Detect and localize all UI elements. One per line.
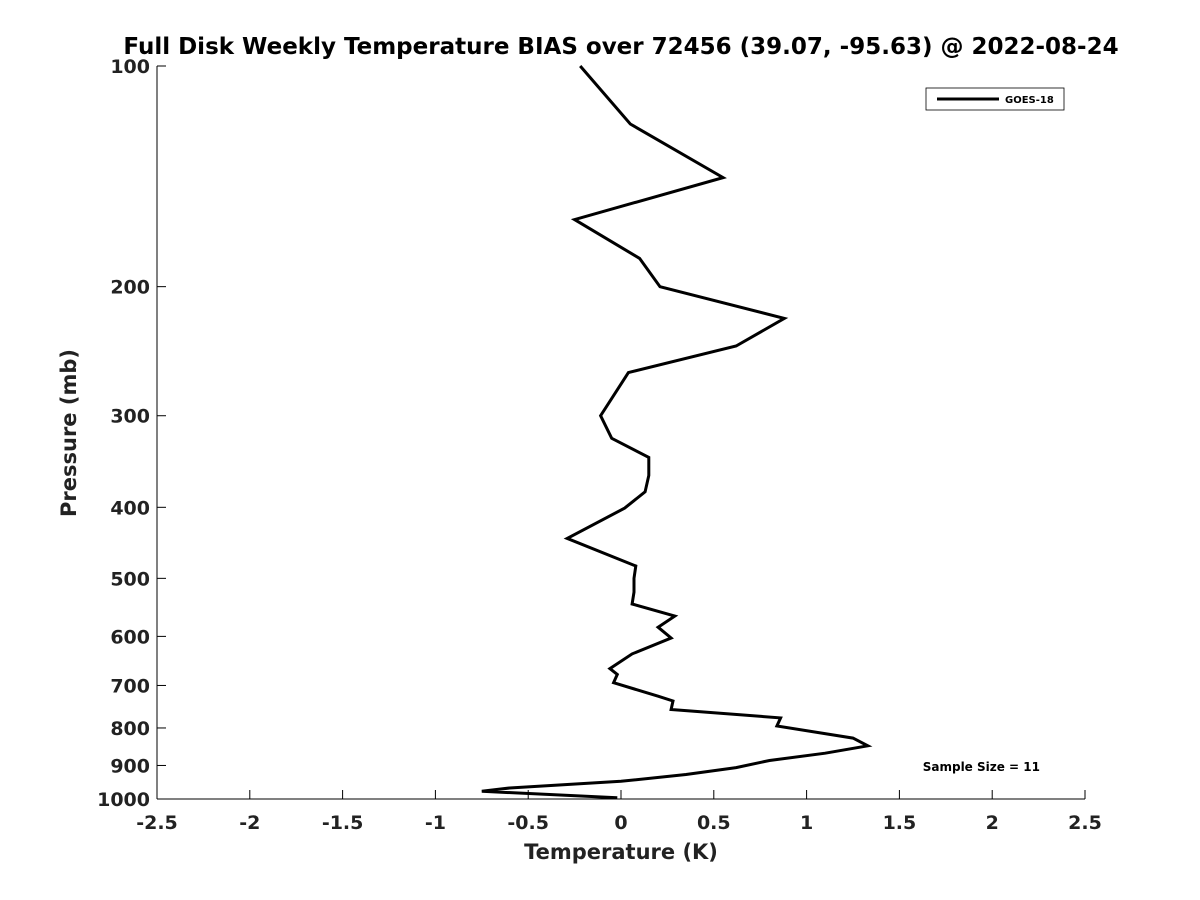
y-tick-label: 200 [110, 277, 150, 299]
x-tick-label: 2 [986, 812, 999, 834]
y-tick-label: 100 [110, 56, 150, 78]
x-tick-label: -2.5 [136, 812, 178, 834]
x-tick-label: 1.5 [883, 812, 917, 834]
x-axis-ticks: -2.5 -2 -1.5 -1 -0.5 0 0.5 1 1.5 2 2.5 [136, 790, 1102, 834]
x-tick-label: 2.5 [1068, 812, 1102, 834]
y-tick-label: 900 [110, 755, 150, 777]
legend-label: GOES-18 [1005, 95, 1054, 106]
y-tick-label: 800 [110, 718, 150, 740]
x-tick-label: 1 [800, 812, 813, 834]
y-tick-label: 1000 [97, 789, 150, 811]
legend: GOES-18 [925, 87, 1065, 111]
y-tick-label: 700 [110, 675, 150, 697]
y-tick-label: 600 [110, 626, 150, 648]
y-tick-label: 500 [110, 568, 150, 590]
x-tick-label: -1 [425, 812, 446, 834]
plot-area: -2.5 -2 -1.5 -1 -0.5 0 0.5 1 1.5 2 2.5 100 200 300 40… [97, 56, 1102, 834]
y-axis-label: Pressure (mb) [57, 349, 81, 517]
sample-size-annotation: Sample Size = 11 [923, 760, 1040, 774]
x-tick-label: -2 [239, 812, 260, 834]
x-tick-label: -1.5 [322, 812, 364, 834]
x-axis-label: Temperature (K) [524, 840, 718, 864]
y-axis-ticks: 100 200 300 400 500 600 700 800 900 1000 [97, 56, 166, 811]
series-line-goes-18 [481, 65, 873, 800]
series-layer [481, 65, 873, 800]
x-tick-label: 0.5 [697, 812, 731, 834]
chart-title: Full Disk Weekly Temperature BIAS over 7… [123, 34, 1118, 60]
x-tick-label: -0.5 [507, 812, 549, 834]
y-tick-label: 300 [110, 406, 150, 428]
y-tick-label: 400 [110, 497, 150, 519]
x-tick-label: 0 [614, 812, 627, 834]
